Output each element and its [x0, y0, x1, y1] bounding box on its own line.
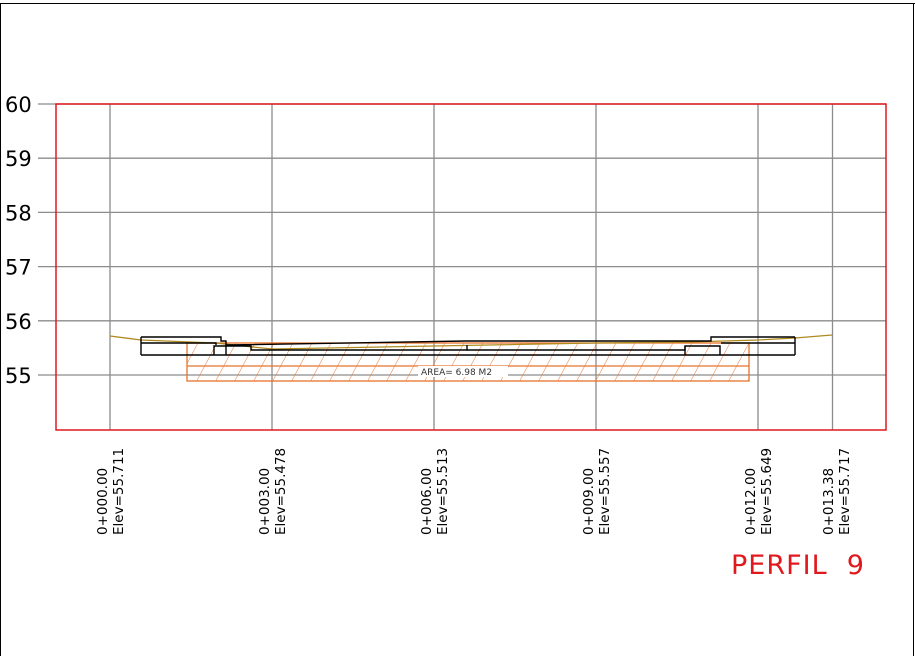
- station-label: 0+009.00: [581, 468, 597, 535]
- station-elev-label: Elev=55.649: [759, 448, 775, 535]
- elevation-label: 59: [5, 147, 32, 171]
- station-label: 0+012.00: [743, 468, 759, 535]
- elevation-label: 55: [5, 364, 32, 388]
- elevation-labels: 60 59 58 57 56 55: [5, 93, 32, 388]
- road-section: [140, 336, 796, 356]
- station-label: 0+003.00: [257, 468, 273, 535]
- station-label: 0+013.38: [821, 468, 837, 535]
- elevation-label: 60: [5, 93, 32, 117]
- station-elev-label: Elev=55.717: [837, 448, 853, 535]
- sheet-border: [0, 3, 915, 656]
- elevation-label: 57: [5, 256, 32, 280]
- terrain-line: [109, 334, 833, 350]
- area-label: AREA= 6.98 M2: [421, 368, 492, 378]
- station-label: 0+000.00: [95, 468, 111, 535]
- elevation-label: 58: [5, 201, 32, 225]
- profile-title: PERFIL 9: [731, 550, 865, 581]
- profile-frame: [55, 103, 887, 431]
- station-labels: 0+000.00 Elev=55.711 0+003.00 Elev=55.47…: [95, 448, 853, 535]
- elevation-label: 56: [5, 310, 32, 334]
- station-label: 0+006.00: [419, 468, 435, 535]
- station-elev-label: Elev=55.478: [273, 448, 289, 535]
- elevation-grid: [38, 103, 886, 376]
- station-elev-label: Elev=55.557: [597, 448, 613, 535]
- station-elev-label: Elev=55.513: [435, 448, 451, 535]
- station-elev-label: Elev=55.711: [111, 448, 127, 535]
